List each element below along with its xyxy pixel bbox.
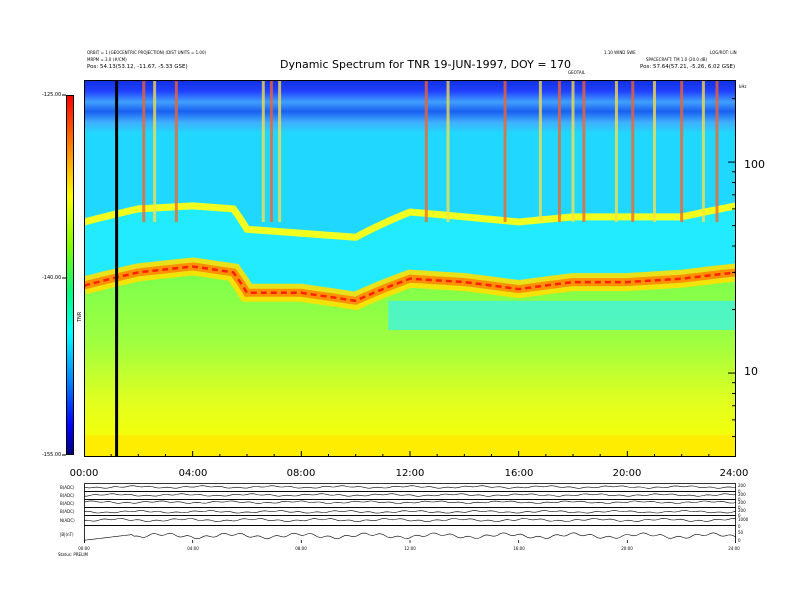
panel6-label: |B|(nT) <box>60 532 74 537</box>
x-tick-2400: 24:00 <box>719 468 749 479</box>
lower-panel-frame <box>84 515 736 526</box>
panel3-tick-top: 200 <box>738 500 746 505</box>
x-tick-0000: 00:00 <box>69 468 99 479</box>
lower-panel-trace <box>84 485 736 489</box>
burst-streak <box>653 80 656 223</box>
burst-streak <box>174 80 178 223</box>
panel3-label: B(ADC) <box>60 501 75 506</box>
burst-streak <box>701 80 705 223</box>
panel4-label: B(ADC) <box>60 509 75 514</box>
burst-streak <box>142 80 146 223</box>
burst-streak <box>571 80 575 223</box>
panel2-tick-top: 200 <box>738 492 746 497</box>
spectro-cyan-patch <box>388 300 736 330</box>
burst-streak <box>446 80 450 223</box>
panel4-tick-top: 200 <box>738 508 746 513</box>
header-right-line1: 1.10 WIND SWE <box>604 50 636 55</box>
panel1-tick-bottom: 0 <box>738 489 741 494</box>
lower-panel-frame <box>84 499 736 508</box>
burst-streak <box>680 80 684 223</box>
burst-streak <box>269 80 273 223</box>
low-x-tick-2400: 24:00 <box>728 546 740 551</box>
lower-panel-frame <box>84 491 736 500</box>
header-left-line2: MRPM = 3.0 (#/CM) <box>87 57 127 62</box>
burst-streak <box>582 80 586 223</box>
low-x-tick-2000: 20:00 <box>621 546 633 551</box>
header-right-line2: SPACECRAFT: TM 1.0 (20.0 dB) <box>646 57 708 62</box>
marker-label: GEOTAIL <box>568 70 586 75</box>
header-left-position: Pos: 54.13(53.12, -11.67, -5.33 GSE) <box>87 64 188 70</box>
spectrogram-plot <box>84 80 736 457</box>
lower-panel-trace <box>84 532 736 541</box>
lower-panel-trace <box>84 500 736 504</box>
time-marker-line <box>115 80 119 457</box>
burst-streak <box>424 80 428 223</box>
burst-streak <box>261 80 265 223</box>
panel5-tick-top: 1000 <box>738 517 749 522</box>
low-freq-strip <box>84 435 736 457</box>
panel5-label: N(ADC) <box>60 518 75 523</box>
x-tick-0800: 08:00 <box>286 468 316 479</box>
header-left-line1: ORBIT = 1 (GEOCENTRIC PROJECTION) (DIST … <box>87 50 207 55</box>
chart-title: Dynamic Spectrum for TNR 19-JUN-1997, DO… <box>280 58 572 71</box>
burst-streak <box>614 80 618 223</box>
burst-streak <box>153 80 157 223</box>
colorbar-label: TNR <box>77 311 83 322</box>
panel5-tick-bottom: 0 <box>738 524 741 529</box>
y-tick-100: 100 <box>744 158 765 171</box>
panel3-tick-bottom: 0 <box>738 505 741 510</box>
cutoff-band <box>84 202 736 241</box>
x-tick-1200: 12:00 <box>395 468 425 479</box>
header-right-corner: LOG/ROT: LIN <box>710 50 737 55</box>
burst-streak <box>503 80 507 223</box>
y-tick-10: 10 <box>744 365 758 378</box>
burst-streak <box>631 80 635 223</box>
low-x-tick-0000: 00:00 <box>78 546 90 551</box>
low-x-tick-0400: 04:00 <box>187 546 199 551</box>
lower-line-panels <box>84 483 736 543</box>
colorbar-tick-bottom: -155.00 <box>42 452 62 458</box>
burst-streak <box>538 80 542 223</box>
header-right-position: Pos: 57.64(57.21, -5.26, 6.02 GSE) <box>640 64 736 70</box>
panel6-tick-top: 50 <box>738 530 744 535</box>
low-x-tick-1600: 16:00 <box>513 546 525 551</box>
panel1-label: B(ADC) <box>60 485 75 490</box>
colorbar-tick-mid: -140.00 <box>42 275 62 281</box>
burst-streak <box>278 80 282 223</box>
lower-panel-trace <box>84 493 736 497</box>
colorbar <box>66 95 74 455</box>
lower-panel-trace <box>84 517 736 523</box>
low-x-tick-0800: 08:00 <box>295 546 307 551</box>
x-tick-2000: 20:00 <box>612 468 642 479</box>
plasma-line-core <box>84 265 736 303</box>
low-x-tick-1200: 12:00 <box>404 546 416 551</box>
panel4-tick-bottom: 0 <box>738 513 741 518</box>
burst-streak <box>715 80 719 223</box>
status-footer: Status: PRELIM <box>58 552 88 557</box>
x-tick-0400: 04:00 <box>178 468 208 479</box>
lower-panel-frame <box>84 525 736 543</box>
lower-panel-frame <box>84 483 736 492</box>
panel1-tick-top: 200 <box>738 483 746 488</box>
panel2-label: B(ADC) <box>60 493 75 498</box>
x-tick-1600: 16:00 <box>504 468 534 479</box>
panel2-tick-bottom: 0 <box>738 497 741 502</box>
lower-panel-trace <box>84 510 736 514</box>
panel6-tick-bottom: 0 <box>738 538 741 543</box>
unit-label: kHz <box>739 84 747 89</box>
colorbar-tick-top: -125.00 <box>42 92 62 98</box>
burst-streak <box>557 80 561 223</box>
